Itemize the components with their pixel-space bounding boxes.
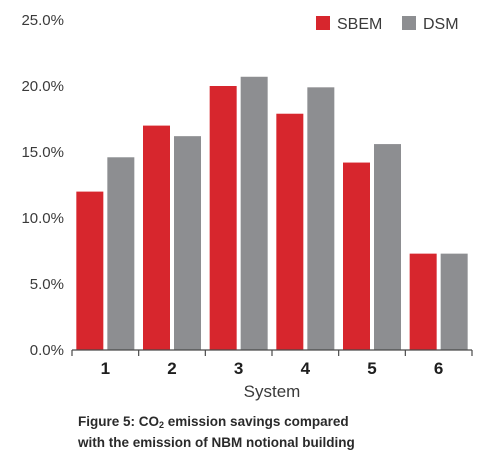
y-tick-label: 5.0% — [30, 276, 64, 293]
legend-label-dsm: DSM — [423, 16, 459, 33]
caption-line-2: with the emission of NBM notional buildi… — [78, 435, 355, 450]
bar-sbem-5 — [343, 162, 370, 350]
x-category-label: 6 — [434, 359, 443, 378]
y-tick-label: 15.0% — [21, 144, 64, 161]
legend-swatch-sbem — [316, 16, 330, 30]
y-tick-label: 0.0% — [30, 342, 64, 359]
bar-sbem-1 — [76, 191, 104, 350]
y-axis-ticks: 0.0% 5.0% 10.0% 15.0% 20.0% 25.0% — [21, 12, 64, 359]
legend: SBEM DSM — [316, 16, 459, 33]
x-category-label: 1 — [101, 359, 110, 378]
x-axis-title: System — [244, 382, 301, 401]
bar-dsm-5 — [374, 144, 401, 350]
bar-sbem-2 — [143, 125, 170, 350]
bar-dsm-3 — [240, 76, 268, 350]
y-tick-label: 20.0% — [21, 78, 64, 95]
x-category-label: 4 — [301, 359, 311, 378]
x-category-label: 5 — [367, 359, 376, 378]
bar-dsm-4 — [307, 87, 335, 350]
figure-caption: Figure 5: CO2 emission savings compared … — [78, 413, 478, 452]
y-tick-label: 25.0% — [21, 12, 64, 29]
y-tick-label: 10.0% — [21, 210, 64, 227]
bar-sbem-3 — [209, 86, 237, 350]
x-axis-ticks: 1 2 3 4 5 6 — [71, 350, 473, 378]
caption-line-1-prefix: Figure 5: CO — [78, 414, 160, 429]
bar-dsm-1 — [107, 157, 135, 350]
bars-group — [76, 76, 468, 350]
caption-line-1: Figure 5: CO2 emission savings compared — [78, 413, 478, 434]
chart-svg: 0.0% 5.0% 10.0% 15.0% 20.0% 25.0% 1 2 3 4 5 6 Syst… — [21, 12, 473, 401]
bar-sbem-6 — [409, 253, 437, 350]
bar-dsm-6 — [440, 253, 468, 350]
caption-line-1-suffix: emission savings compared — [164, 414, 349, 429]
legend-swatch-dsm — [402, 16, 416, 30]
bar-dsm-2 — [174, 136, 201, 350]
legend-label-sbem: SBEM — [337, 16, 382, 33]
bar-sbem-4 — [276, 113, 304, 350]
x-category-label: 2 — [167, 359, 176, 378]
x-category-label: 3 — [234, 359, 243, 378]
caption-subscript: 2 — [159, 420, 165, 430]
